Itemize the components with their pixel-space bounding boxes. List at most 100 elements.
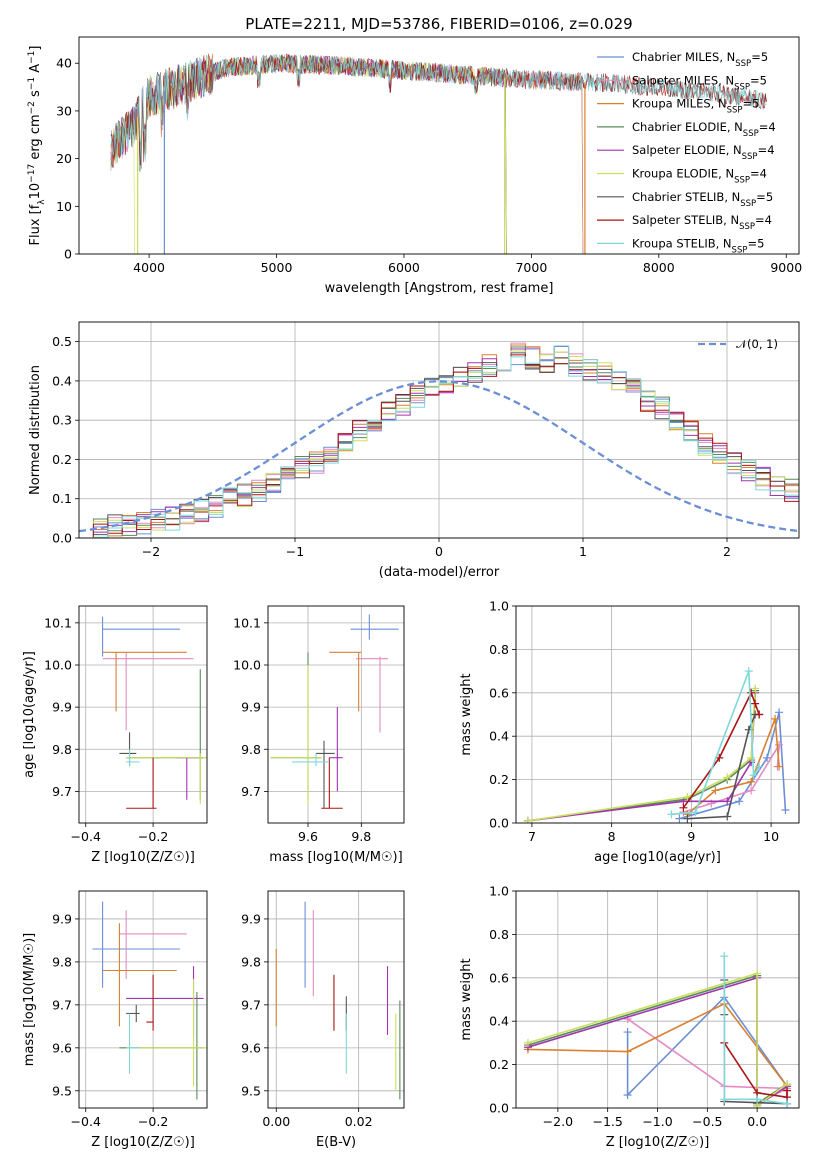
x-tick-label: 2 [723,544,731,559]
x-tick-label: 0.0 [747,1114,767,1129]
legend-entry: Chabrier STELIB, NSSP=5 [632,190,773,209]
panel-residuals: −2 −1 0 1 2 0.0 0.1 0.2 0.3 0.4 0.5 (data-model)/er… [28,321,800,580]
weight-marker [667,810,676,819]
weight-marker [723,773,732,782]
spectrum-line [110,53,768,168]
plot-area [523,667,790,823]
weight-marker [711,786,720,795]
x-tick-label: 0.00 [262,1114,290,1129]
spectrum-line [110,54,768,172]
legend-entry: Salpeter MILES, NSSP=5 [632,73,767,92]
grid [79,891,207,1108]
y-tick-label: 9.9 [241,911,261,926]
legend-entry: Chabrier ELODIE, NSSP=4 [632,120,776,139]
legend-entry: Kroupa MILES, NSSP=5 [632,97,759,116]
panel-age_vs_Z: −0.4 −0.2 9.7 9.8 9.9 10.0 10.1 Z [log10(Z/Z☉)]… [22,605,208,865]
plot-area [92,901,207,1100]
axes-frame [267,890,405,1109]
weight-marker [683,814,692,823]
x-tick-label: −1 [286,544,304,559]
grid [268,891,404,1108]
legend-nssp-eq: = [758,143,768,157]
legend-nssp-prefix: , N [727,120,743,134]
x-tick-label: 6000 [388,260,420,275]
y-axis-label-part: λ [37,199,47,205]
x-tick-label: 0 [435,544,443,559]
y-tick-label: 9.8 [52,742,72,757]
weight-marker [747,688,756,697]
legend-nssp-eq: = [750,73,760,87]
legend-model-name: Salpeter STELIB [632,213,723,227]
legend-nssp-eq: = [759,120,769,134]
legend-ssp-subscript: SSP [727,106,743,116]
y-axis-label: mass weight [459,958,474,1040]
weight-marker [623,1028,632,1037]
panel-massweight_vs_Z: −2.0 −1.5 −1.0 −0.5 0.0 0.0 0.2 0.4 0.6 0.8 1.0 Z [… [459,884,800,1150]
x-tick-label: 8000 [643,260,675,275]
weight-marker [781,805,790,814]
weight-marker [679,803,688,812]
weight-marker [771,714,780,723]
legend-nssp-eq: = [750,167,760,181]
weight-line [527,692,756,822]
y-tick-label: 9.9 [52,700,72,715]
x-axis-label: age [log10(age/yr)] [594,850,721,865]
x-axis-label: Z [log10(Z/Z☉)] [91,850,195,865]
legend-entry: Chabrier MILES, NSSP=5 [632,50,768,69]
weight-marker [675,814,684,823]
y-tick-label: 9.5 [52,1083,72,1098]
y-tick-label: 0.8 [489,642,509,657]
y-tick-label: 0.2 [52,452,72,467]
panel-spectrum: 4000 5000 6000 7000 8000 9000 0 10 20 30 40 wavelen… [27,36,802,296]
panel-mass_vs_Z: −0.4 −0.2 9.5 9.6 9.7 9.8 9.9 Z [log10(Z/Z☉)] ma… [22,890,208,1150]
legend-model-name: Salpeter ELODIE [632,143,726,157]
y-tick-label: 10.1 [233,615,261,630]
x-axis-label: mass [log10(M/M☉)] [269,850,402,865]
y-tick-label: 0.4 [489,1014,509,1029]
weight-marker [783,1099,792,1108]
legend-model-name: Chabrier ELODIE [632,120,727,134]
y-tick-label: 40 [56,56,72,71]
y-axis-label-part: 10 [28,183,43,200]
weight-marker [747,753,756,762]
weight-marker [744,667,753,676]
panel-massweight_vs_age: 7 8 9 10 0.0 0.2 0.4 0.6 0.8 1.0 age [log10(age/yr… [459,599,800,865]
histogram-step [79,354,799,538]
weight-line [527,1002,788,1087]
weight-marker [775,762,784,771]
y-tick-label: 9.7 [241,997,261,1012]
y-tick-label: 9.7 [52,784,72,799]
x-tick-label: 9 [687,829,695,844]
axes-frame [515,890,800,1109]
y-tick-label: 9.7 [241,784,261,799]
x-tick-label: 0.02 [345,1114,373,1129]
y-tick-label: 9.8 [241,954,261,969]
weight-marker [723,812,732,821]
legend-entry: Kroupa ELODIE, NSSP=4 [632,167,767,186]
weight-marker [775,708,784,717]
normal-curve [79,380,799,533]
legend-nssp-value: 5 [757,236,764,250]
legend-nssp-value: 5 [761,50,768,64]
x-tick-label: −0.4 [71,1114,101,1129]
weight-marker [747,786,756,795]
legend-model-name: Chabrier MILES [632,50,719,64]
legend-entry: Salpeter STELIB, NSSP=4 [632,213,772,232]
legend-nssp-prefix: , N [719,50,735,64]
legend-ssp-subscript: SSP [734,82,750,92]
legend-entry: 𝒩(0, 1) [736,337,778,351]
axes-frame [78,321,800,539]
axes-frame [78,890,208,1109]
legend-ssp-subscript: SSP [740,199,756,209]
x-tick-label: 9.6 [298,829,318,844]
legend-nssp-prefix: , N [724,190,740,204]
y-tick-label: 9.9 [241,700,261,715]
weight-marker [755,710,764,719]
y-tick-label: 0 [64,247,72,262]
x-axis-label: wavelength [Angstrom, rest frame] [325,281,554,296]
x-tick-label: −0.2 [138,829,168,844]
y-axis-label: age [log10(age/yr)] [22,651,37,778]
y-axis-label-part: erg cm [28,114,43,163]
x-tick-label: −0.5 [692,1114,722,1129]
y-tick-label: 20 [56,151,72,166]
